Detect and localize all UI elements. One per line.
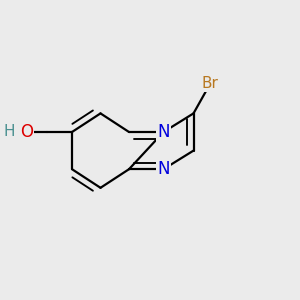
Text: N: N: [157, 160, 170, 178]
Text: Br: Br: [202, 76, 218, 92]
Text: H: H: [4, 124, 15, 140]
Text: O: O: [20, 123, 34, 141]
Text: N: N: [157, 123, 170, 141]
